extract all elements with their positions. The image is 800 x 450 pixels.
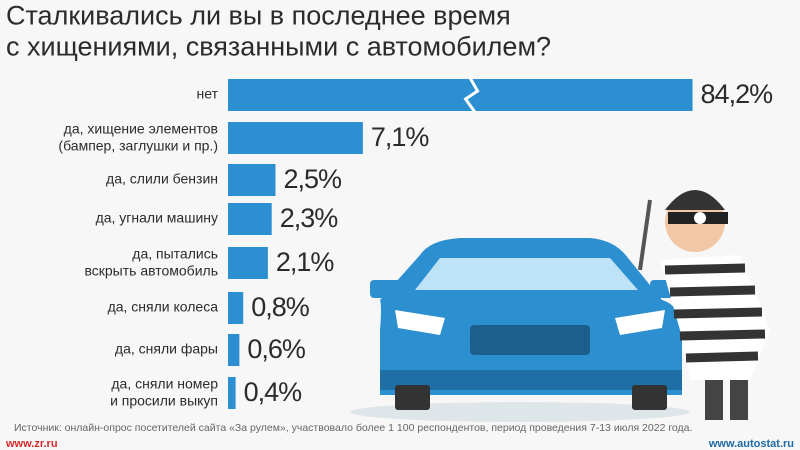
bar	[228, 247, 268, 279]
value-label: 2,3%	[280, 203, 339, 233]
credit: www.autostat.ru	[708, 438, 794, 450]
value-label: 0,4%	[244, 377, 303, 407]
value-label: 2,1%	[276, 247, 335, 277]
bar	[228, 79, 693, 111]
category-label: да, сняли колеса	[108, 299, 219, 315]
source: Источник: онлайн-опрос посетителей сайта…	[14, 422, 692, 434]
value-label: 84,2%	[701, 79, 774, 109]
credit: www.zr.ru	[5, 438, 58, 450]
axis-break	[463, 76, 480, 114]
category-label: да, угнали машину	[96, 210, 218, 226]
bar	[228, 122, 363, 154]
category-label: да, сняли фары	[115, 341, 218, 357]
value-label: 0,8%	[251, 292, 310, 322]
chart-title: Сталкивались ли вы в последнее время с хи…	[6, 1, 551, 62]
value-label: 2,5%	[284, 164, 343, 194]
bar	[228, 334, 240, 366]
value-label: 7,1%	[371, 122, 430, 152]
category-label: нет	[197, 86, 219, 102]
category-label: да, сняли номер и просили выкуп	[110, 375, 218, 408]
bar	[228, 377, 236, 409]
bar	[228, 203, 272, 235]
category-label: да, пытались вскрыть автомобиль	[84, 245, 218, 278]
bar	[228, 292, 244, 324]
bar	[228, 164, 276, 196]
illustration	[350, 190, 770, 422]
category-label: да, хищение элементов (бампер, заглушки и…	[58, 120, 218, 153]
category-label: да, слили бензин	[106, 171, 218, 187]
value-label: 0,6%	[247, 334, 306, 364]
